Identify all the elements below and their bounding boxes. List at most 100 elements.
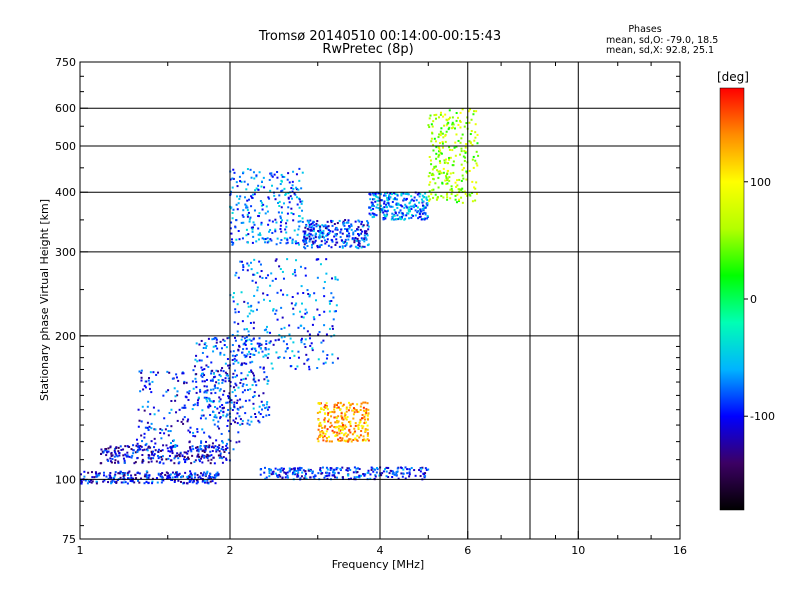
scatter-point [461,174,464,177]
scatter-point [94,471,97,474]
scatter-point [437,154,440,157]
scatter-point [305,242,308,245]
scatter-point [446,177,449,180]
scatter-point [446,198,449,201]
scatter-point [187,398,190,401]
scatter-point [91,476,94,479]
scatter-point [356,439,359,442]
scatter-point [416,206,419,209]
scatter-point [251,226,254,229]
scatter-point [471,200,474,203]
scatter-point [262,404,265,407]
scatter-point [292,471,295,474]
scatter-point [194,377,197,380]
scatter-point [345,243,348,246]
scatter-point [80,482,83,485]
scatter-point [299,200,302,203]
scatter-point [367,469,370,472]
scatter-point [148,425,151,428]
scatter-point [444,134,447,137]
scatter-point [402,472,405,475]
scatter-point [206,481,209,484]
scatter-point [310,342,313,345]
scatter-point [314,239,317,242]
scatter-point [165,444,168,447]
scatter-point [342,403,345,406]
scatter-point [195,391,198,394]
scatter-point [79,481,82,484]
scatter-point [316,276,319,279]
scatter-point [469,133,472,136]
scatter-point [344,432,347,435]
x-tick-label: 10 [571,544,585,557]
scatter-point [437,146,440,149]
scatter-point [434,117,437,120]
scatter-point [366,424,369,427]
scatter-point [233,389,236,392]
scatter-point [454,154,457,157]
scatter-point [216,347,219,350]
scatter-point [173,462,176,465]
x-tick-label: 16 [673,544,687,557]
scatter-point [330,219,333,222]
scatter-point [297,188,300,191]
scatter-point [364,413,367,416]
scatter-point [320,472,323,475]
scatter-point [159,461,162,464]
scatter-point [434,140,437,143]
scatter-point [204,474,207,477]
scatter-point [249,356,252,359]
scatter-point [238,238,241,241]
scatter-point [245,328,248,331]
scatter-point [463,125,466,128]
scatter-point [349,420,352,423]
scatter-point [406,472,409,475]
scatter-point [208,444,211,447]
y-tick-label: 500 [55,140,76,153]
scatter-point [347,219,350,222]
scatter-point [206,454,209,457]
scatter-point [291,239,294,242]
scatter-point [387,203,390,206]
scatter-point [353,476,356,479]
scatter-point [292,170,295,173]
scatter-point [316,220,319,223]
scatter-point [341,466,344,469]
scatter-point [123,461,126,464]
scatter-point [183,451,186,454]
scatter-point [338,432,341,435]
scatter-point [261,408,264,411]
scatter-point [219,375,222,378]
scatter-point [270,174,273,177]
scatter-point [324,412,327,415]
scatter-point [268,219,271,222]
scatter-point [419,475,422,478]
scatter-point [234,274,237,277]
scatter-point [460,163,463,166]
scatter-point [226,401,229,404]
scatter-point [212,456,215,459]
scatter-point [470,118,473,121]
scatter-point [333,223,336,226]
scatter-point [304,470,307,473]
scatter-point [203,471,206,474]
scatter-point [331,224,334,227]
scatter-point [95,482,98,485]
scatter-point [148,387,151,390]
scatter-point [241,391,244,394]
scatter-point [166,477,169,480]
scatter-point [477,154,480,157]
scatter-point [354,220,357,223]
scatter-point [280,173,283,176]
scatter-point [473,186,476,189]
scatter-point [316,367,319,370]
scatter-point [246,241,249,244]
scatter-point [169,450,172,453]
scatter-point [275,351,278,354]
scatter-point [408,468,411,471]
scatter-point [327,244,330,247]
scatter-point [424,192,427,195]
scatter-point [377,199,380,202]
scatter-point [352,409,355,412]
scatter-point [301,171,304,174]
